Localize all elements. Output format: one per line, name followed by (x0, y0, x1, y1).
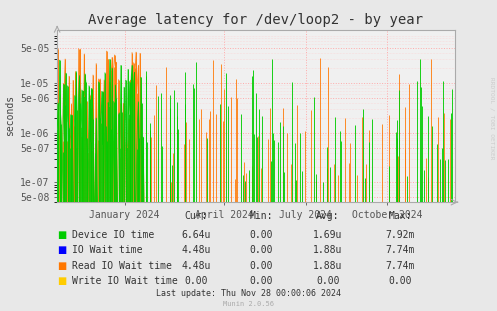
Text: 0.00: 0.00 (388, 276, 412, 286)
Text: Last update: Thu Nov 28 00:00:06 2024: Last update: Thu Nov 28 00:00:06 2024 (156, 289, 341, 298)
Text: 0.00: 0.00 (184, 276, 208, 286)
Text: IO Wait time: IO Wait time (72, 245, 143, 255)
Text: 4.48u: 4.48u (181, 245, 211, 255)
Text: ■: ■ (57, 261, 67, 271)
Text: 7.92m: 7.92m (385, 230, 415, 240)
Text: 6.64u: 6.64u (181, 230, 211, 240)
Text: Cur:: Cur: (184, 211, 208, 221)
Text: Max:: Max: (388, 211, 412, 221)
Text: 7.74m: 7.74m (385, 245, 415, 255)
Text: Device IO time: Device IO time (72, 230, 154, 240)
Title: Average latency for /dev/loop2 - by year: Average latency for /dev/loop2 - by year (88, 13, 423, 27)
Text: ■: ■ (57, 276, 67, 286)
Text: 1.88u: 1.88u (313, 245, 343, 255)
Text: Write IO Wait time: Write IO Wait time (72, 276, 178, 286)
Text: 7.74m: 7.74m (385, 261, 415, 271)
Text: Min:: Min: (249, 211, 273, 221)
Text: 0.00: 0.00 (249, 230, 273, 240)
Text: 4.48u: 4.48u (181, 261, 211, 271)
Text: 0.00: 0.00 (316, 276, 340, 286)
Text: 0.00: 0.00 (249, 261, 273, 271)
Text: 1.88u: 1.88u (313, 261, 343, 271)
Text: Read IO Wait time: Read IO Wait time (72, 261, 172, 271)
Text: 1.69u: 1.69u (313, 230, 343, 240)
Text: Avg:: Avg: (316, 211, 340, 221)
Y-axis label: seconds: seconds (4, 95, 14, 137)
Text: Munin 2.0.56: Munin 2.0.56 (223, 301, 274, 307)
Text: 0.00: 0.00 (249, 276, 273, 286)
Text: RRDTOOL / TOBI OETIKER: RRDTOOL / TOBI OETIKER (490, 77, 495, 160)
Text: 0.00: 0.00 (249, 245, 273, 255)
Text: ■: ■ (57, 245, 67, 255)
Text: ■: ■ (57, 230, 67, 240)
